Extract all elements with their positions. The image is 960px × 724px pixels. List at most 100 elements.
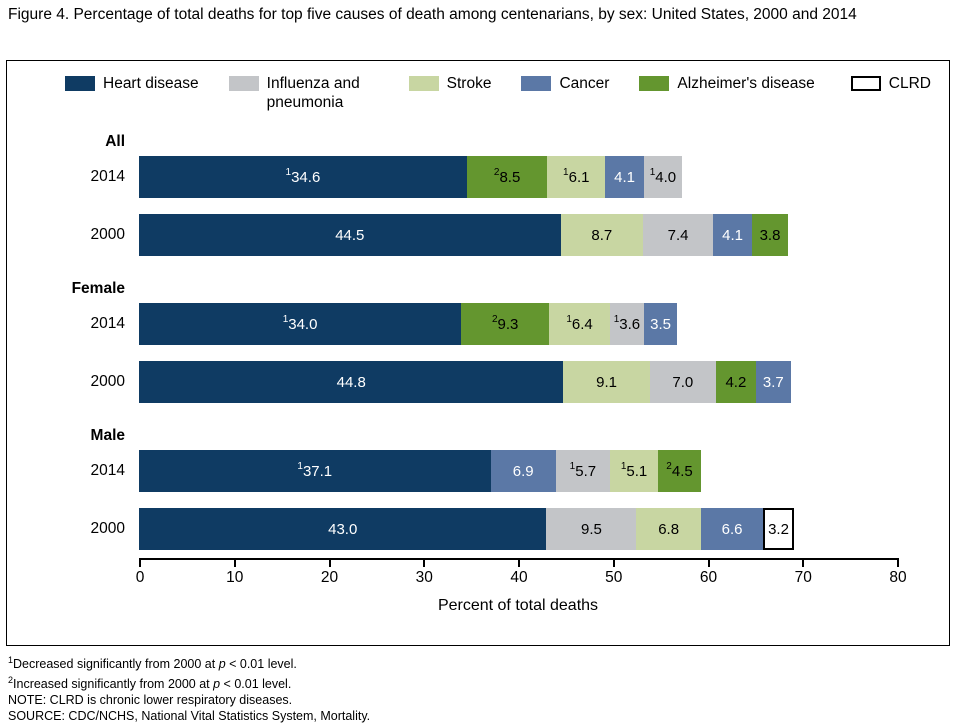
x-tick-50 xyxy=(612,560,615,567)
bar-segment-influenza-and-pneumonia: 7.4 xyxy=(643,214,714,256)
chart-container: Heart disease Influenza and pneumonia Stro… xyxy=(6,60,950,646)
bar-segment-clrd: 3.2 xyxy=(763,508,794,550)
x-tick-label-40: 40 xyxy=(510,569,528,586)
footnote-line-4: SOURCE: CDC/NCHS, National Vital Statist… xyxy=(8,709,371,724)
legend-swatch-heart-disease xyxy=(65,76,95,91)
legend: Heart disease Influenza and pneumonia Stro… xyxy=(65,74,931,112)
x-tick-80 xyxy=(897,560,899,567)
legend-swatch-alzheimer-s-disease xyxy=(639,76,670,91)
bar-segment-stroke: 1 6.4 xyxy=(549,303,610,345)
bar-row-all-2000: 2000 44.5 8.7 7.4 4.1 3.8 xyxy=(7,214,949,256)
x-axis-line xyxy=(139,558,899,560)
x-tick-0 xyxy=(139,560,141,567)
x-tick-30 xyxy=(423,560,426,567)
group-label-all: All xyxy=(105,133,125,150)
x-axis-title: Percent of total deaths xyxy=(437,597,599,614)
group-heading-male: Male xyxy=(7,427,949,445)
legend-item-clrd: CLRD xyxy=(850,74,931,93)
group-label-female: Female xyxy=(71,280,125,297)
bar-segment-alzheimer-s-disease: 2 8.5 xyxy=(466,156,548,198)
bar-segment-alzheimer-s-disease: 4.2 xyxy=(716,361,756,403)
bar-segment-stroke: 9.1 xyxy=(563,361,650,403)
bar-segment-cancer: 4.1 xyxy=(713,214,752,256)
bar-segment-influenza-and-pneumonia: 1 5.7 xyxy=(555,450,610,492)
bar-segment-cancer: 6.9 xyxy=(490,450,556,492)
legend-item-heart-disease: Heart disease xyxy=(65,74,199,93)
footnotes: 1Decreased significantly from 2000 at p … xyxy=(8,652,370,724)
x-tick-10 xyxy=(233,560,236,567)
year-label-male-2014: 2014 xyxy=(90,462,125,479)
x-tick-label-60: 60 xyxy=(699,569,718,586)
year-label-female-2000: 2000 xyxy=(90,373,125,390)
x-tick-label-80: 80 xyxy=(889,569,907,586)
x-tick-70 xyxy=(802,560,805,567)
bar-track-male-2000: 43.0 9.5 6.8 6.6 3.2 xyxy=(139,508,897,550)
bar-segment-cancer: 6.6 xyxy=(700,508,764,550)
bar-segment-heart-disease: 44.5 xyxy=(139,214,561,256)
legend-label-influenza-and-pneumonia: Influenza and pneumonia xyxy=(266,75,360,111)
legend-label-stroke: Stroke xyxy=(446,75,492,92)
bar-segment-alzheimer-s-disease: 2 4.5 xyxy=(658,450,701,492)
bar-segment-stroke: 6.8 xyxy=(636,508,701,550)
legend-swatch-cancer xyxy=(521,76,552,91)
legend-item-alzheimer-s-disease: Alzheimer's disease xyxy=(639,74,815,93)
x-tick-label-30: 30 xyxy=(415,569,433,586)
legend-item-cancer: Cancer xyxy=(521,74,609,93)
bar-segment-influenza-and-pneumonia: 1 3.6 xyxy=(609,303,644,345)
bar-segment-heart-disease: 1 34.0 xyxy=(139,303,462,345)
bar-segment-influenza-and-pneumonia: 1 4.0 xyxy=(644,156,682,198)
figure-title: Figure 4. Percentage of total deaths for… xyxy=(8,6,857,23)
footnote-line-3: NOTE: CLRD is chronic lower respiratory … xyxy=(8,693,293,708)
bar-segment-stroke: 8.7 xyxy=(560,214,644,256)
legend-swatch-influenza-and-pneumonia xyxy=(228,76,259,91)
bar-track-female-2014: 1 34.0 2 9.3 1 6.4 1 3.6 3.5 xyxy=(139,303,897,345)
footnote-italic-text: p xyxy=(213,677,221,692)
bar-track-all-2000: 44.5 8.7 7.4 4.1 3.8 xyxy=(139,214,897,256)
bar-segment-heart-disease: 43.0 xyxy=(139,508,547,550)
footnote-line-2: 2Increased significantly from 2000 at p … xyxy=(8,675,292,692)
legend-label-clrd: CLRD xyxy=(888,75,931,92)
legend-item-influenza-and-pneumonia: Influenza and pneumonia xyxy=(228,74,379,112)
bar-row-male-2000: 2000 43.0 9.5 6.8 6.6 3.2 xyxy=(7,508,949,550)
bar-segment-influenza-and-pneumonia: 9.5 xyxy=(546,508,637,550)
x-tick-40 xyxy=(518,560,520,567)
bar-segment-cancer: 4.1 xyxy=(605,156,644,198)
year-label-female-2014: 2014 xyxy=(90,315,125,332)
bar-segment-alzheimer-s-disease: 2 9.3 xyxy=(461,303,550,345)
bar-rows: All 2014 1 34.6 2 8.5 1 6.1 4.1 1 4.0 2000 44.5 8.7 7.… xyxy=(7,133,949,574)
year-label-all-2014: 2014 xyxy=(90,168,125,185)
x-tick-label-10: 10 xyxy=(226,569,244,586)
bar-track-female-2000: 44.8 9.1 7.0 4.2 3.7 xyxy=(139,361,897,403)
bar-row-all-2014: 2014 1 34.6 2 8.5 1 6.1 4.1 1 4.0 xyxy=(7,156,949,198)
bar-row-female-2000: 2000 44.8 9.1 7.0 4.2 3.7 xyxy=(7,361,949,403)
bar-segment-alzheimer-s-disease: 3.8 xyxy=(752,214,788,256)
legend-label-alzheimer-s-disease: Alzheimer's disease xyxy=(677,75,815,92)
footnote-marker: 2 xyxy=(8,675,14,686)
bar-segment-cancer: 3.7 xyxy=(755,361,791,403)
group-heading-female: Female xyxy=(7,280,949,298)
footnote-line-1: 1Decreased significantly from 2000 at p … xyxy=(8,655,297,672)
bar-segment-stroke: 1 5.1 xyxy=(609,450,659,492)
x-tick-label-50: 50 xyxy=(605,569,623,586)
legend-label-cancer: Cancer xyxy=(559,75,610,92)
bar-row-male-2014: 2014 1 37.1 6.9 1 5.7 1 5.1 2 4.5 xyxy=(7,450,949,492)
x-tick-label-70: 70 xyxy=(794,569,812,586)
year-label-male-2000: 2000 xyxy=(90,520,125,537)
bar-segment-cancer: 3.5 xyxy=(643,303,678,345)
x-tick-label-0: 0 xyxy=(135,569,145,586)
bar-row-female-2014: 2014 1 34.0 2 9.3 1 6.4 1 3.6 3.5 xyxy=(7,303,949,345)
footnote-marker: 1 xyxy=(8,655,14,665)
year-label-all-2000: 2000 xyxy=(90,226,125,243)
footnote-italic-text: p xyxy=(218,657,226,672)
bar-segment-heart-disease: 44.8 xyxy=(139,361,564,403)
bar-track-male-2014: 1 37.1 6.9 1 5.7 1 5.1 2 4.5 xyxy=(139,450,897,492)
legend-item-stroke: Stroke xyxy=(408,74,492,93)
x-tick-60 xyxy=(707,560,710,567)
x-tick-label-20: 20 xyxy=(320,569,339,586)
bar-segment-heart-disease: 1 34.6 xyxy=(139,156,467,198)
group-label-male: Male xyxy=(90,427,125,444)
bar-track-all-2014: 1 34.6 2 8.5 1 6.1 4.1 1 4.0 xyxy=(139,156,897,198)
bar-segment-heart-disease: 1 37.1 xyxy=(139,450,491,492)
x-tick-20 xyxy=(328,560,331,567)
legend-label-heart-disease: Heart disease xyxy=(103,75,199,92)
